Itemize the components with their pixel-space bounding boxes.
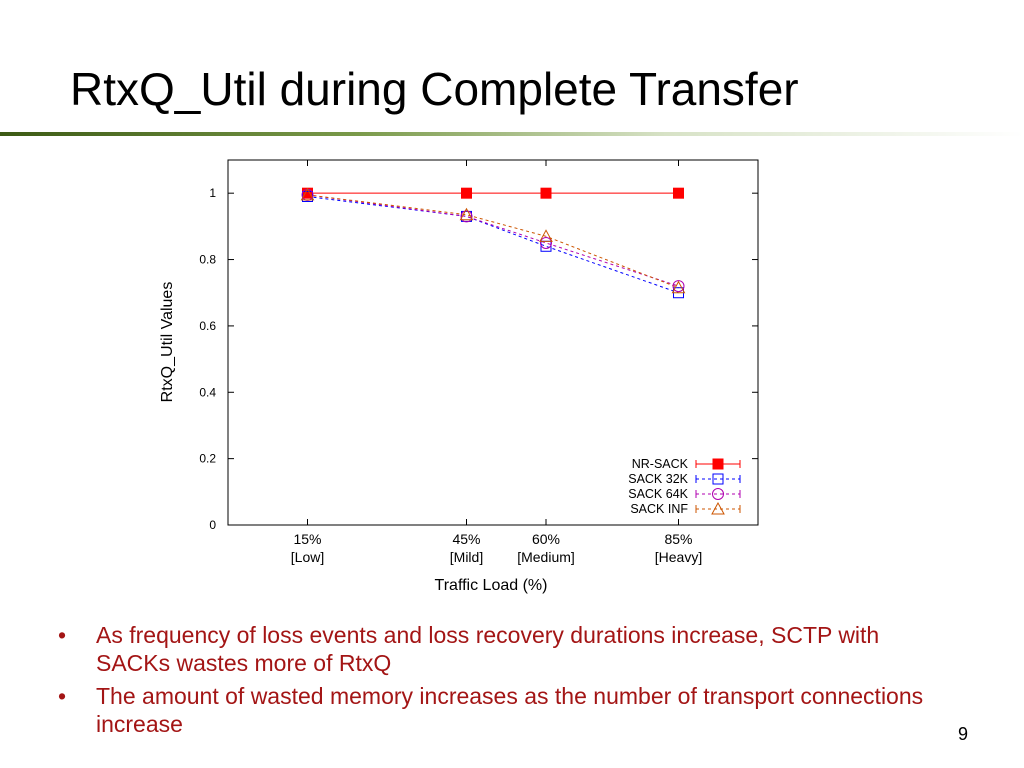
data-point [673,187,684,199]
legend-marker [712,458,724,470]
bullet-item: • The amount of wasted memory increases … [58,683,958,738]
legend-label: SACK INF [630,502,688,516]
series-line [307,196,679,294]
series-markers [300,187,686,299]
plot-frame [227,159,759,526]
y-tick-label: 0.4 [199,385,216,399]
x-axis: 15% [Low] 45% [Mild] 60% [Medium] 85% [Heavy] [291,160,702,565]
y-tick-label: 0.2 [199,452,216,466]
data-point [540,187,552,199]
x-tick-sublabel: [Heavy] [655,549,702,565]
x-tick-sublabel: [Low] [291,549,324,565]
data-point [672,280,685,293]
bullet-marker: • [58,683,67,710]
series-line [307,194,679,289]
page-number: 9 [958,724,969,744]
chart: 0 0.2 0.4 0.6 0.8 1 15% [Low] 45% [Mild] 60% [Medi… [159,159,759,594]
legend-marker [711,501,725,515]
y-tick-label: 0 [209,518,216,532]
data-point [300,187,315,201]
x-tick-sublabel: [Mild] [450,549,483,565]
bullet-text: As frequency of loss events and loss rec… [96,622,880,676]
data-point [539,229,553,242]
x-tick-label: 15% [293,531,321,547]
y-axis-label: RtxQ_Util Values [159,282,176,403]
y-axis: 0 0.2 0.4 0.6 0.8 1 [199,186,758,532]
x-tick-label: 85% [664,531,692,547]
bullet-marker: • [58,622,67,648]
slide-title: RtxQ_Util during Complete Transfer [70,63,799,115]
data-point [671,280,686,294]
data-point [540,240,552,252]
legend-marker [712,473,724,485]
x-axis-label: Traffic Load (%) [435,577,548,594]
x-tick-sublabel: [Medium] [517,549,575,565]
legend-marker [712,488,724,500]
series-line [307,194,679,287]
legend-label: SACK 32K [628,472,688,486]
legend-label: NR-SACK [632,457,689,471]
x-tick-label: 45% [452,531,480,547]
legend-label: SACK 64K [628,487,688,501]
data-point [460,210,473,223]
data-point [461,187,472,199]
bullet-list: • As frequency of loss events and loss r… [58,622,958,744]
series-lines [307,192,679,294]
bullet-text: The amount of wasted memory increases as… [96,683,924,737]
y-tick-label: 0.6 [199,319,216,333]
data-point [459,207,474,221]
x-tick-label: 60% [532,531,560,547]
y-tick-label: 0.8 [199,253,216,267]
y-tick-label: 1 [209,186,216,200]
bullet-item: • As frequency of loss events and loss r… [58,622,958,677]
data-point [540,236,552,249]
title-divider [0,132,1024,136]
